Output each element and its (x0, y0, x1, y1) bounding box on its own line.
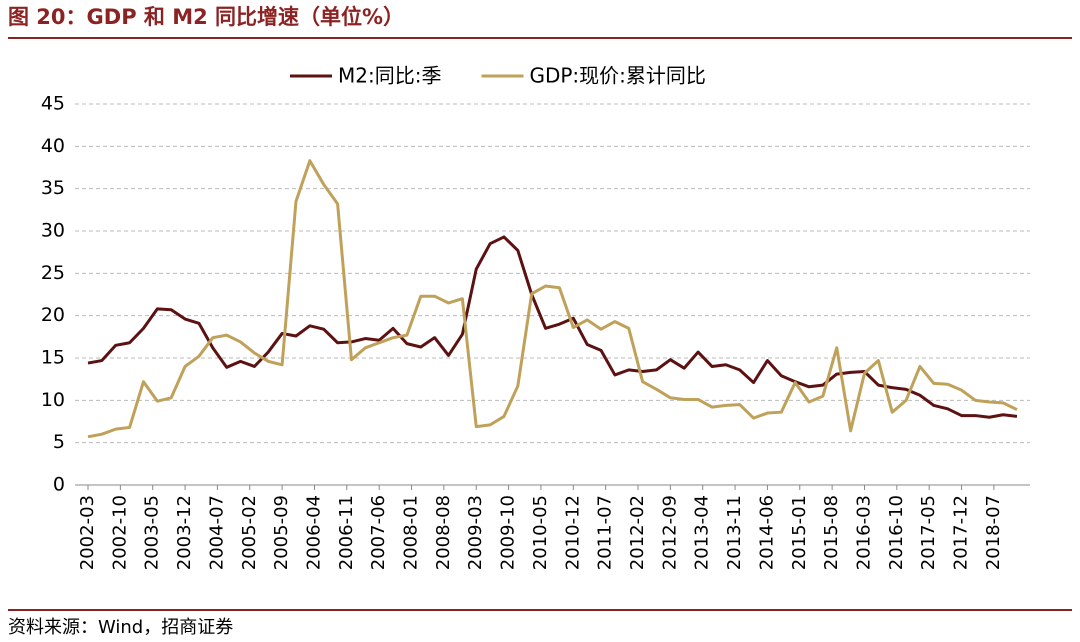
source: 资料来源：Wind，招商证券 (8, 617, 233, 638)
x-tick-label: 2003-05 (142, 495, 163, 570)
x-tick-label: 2011-07 (595, 495, 616, 570)
x-tick-label: 2002-10 (109, 495, 130, 570)
x-tick-label: 2010-12 (562, 495, 583, 570)
y-tick-label: 15 (41, 347, 65, 369)
y-tick-label: 30 (41, 220, 65, 242)
y-tick-label: 25 (41, 262, 65, 284)
x-tick-label: 2005-02 (239, 495, 260, 570)
x-tick-label: 2009-10 (498, 495, 519, 570)
legend-label: M2:同比:季 (338, 64, 441, 88)
legend-label: GDP:现价:累计同比 (529, 64, 705, 88)
x-tick-label: 2017-12 (951, 495, 972, 570)
y-tick-label: 45 (41, 93, 65, 115)
x-tick-label: 2017-05 (918, 495, 939, 570)
x-tick-label: 2018-07 (983, 495, 1004, 570)
x-tick-label: 2005-09 (271, 495, 292, 570)
y-tick-label: 0 (53, 474, 65, 496)
x-tick-label: 2015-01 (789, 495, 810, 570)
x-tick-label: 2002-03 (77, 495, 98, 570)
y-tick-label: 10 (41, 389, 65, 411)
x-tick-label: 2008-08 (433, 495, 454, 570)
x-tick-label: 2013-11 (724, 495, 745, 570)
x-tick-label: 2012-02 (627, 495, 648, 570)
x-tick-label: 2006-04 (303, 495, 324, 570)
y-tick-label: 40 (41, 135, 65, 157)
x-tick-label: 2012-09 (659, 495, 680, 570)
y-tick-label: 35 (41, 177, 65, 199)
x-tick-label: 2010-05 (530, 495, 551, 570)
x-tick-label: 2014-06 (756, 495, 777, 570)
x-tick-label: 2004-07 (206, 495, 227, 570)
series-line (87, 159, 1018, 439)
y-tick-label: 20 (41, 304, 65, 326)
x-tick-label: 2016-10 (886, 495, 907, 570)
x-tick-label: 2016-03 (853, 495, 874, 570)
x-tick-label: 2006-11 (336, 495, 357, 570)
x-tick-label: 2008-01 (401, 495, 422, 570)
x-tick-label: 2007-06 (368, 495, 389, 570)
x-tick-label: 2015-08 (821, 495, 842, 570)
y-tick-label: 5 (53, 431, 65, 453)
x-tick-label: 2013-04 (692, 495, 713, 570)
x-tick-label: 2009-03 (465, 495, 486, 570)
chart-title: 图 20：GDP 和 M2 同比增速（单位%） (8, 5, 404, 29)
x-tick-label: 2003-12 (174, 495, 195, 570)
series-line (87, 235, 1018, 419)
